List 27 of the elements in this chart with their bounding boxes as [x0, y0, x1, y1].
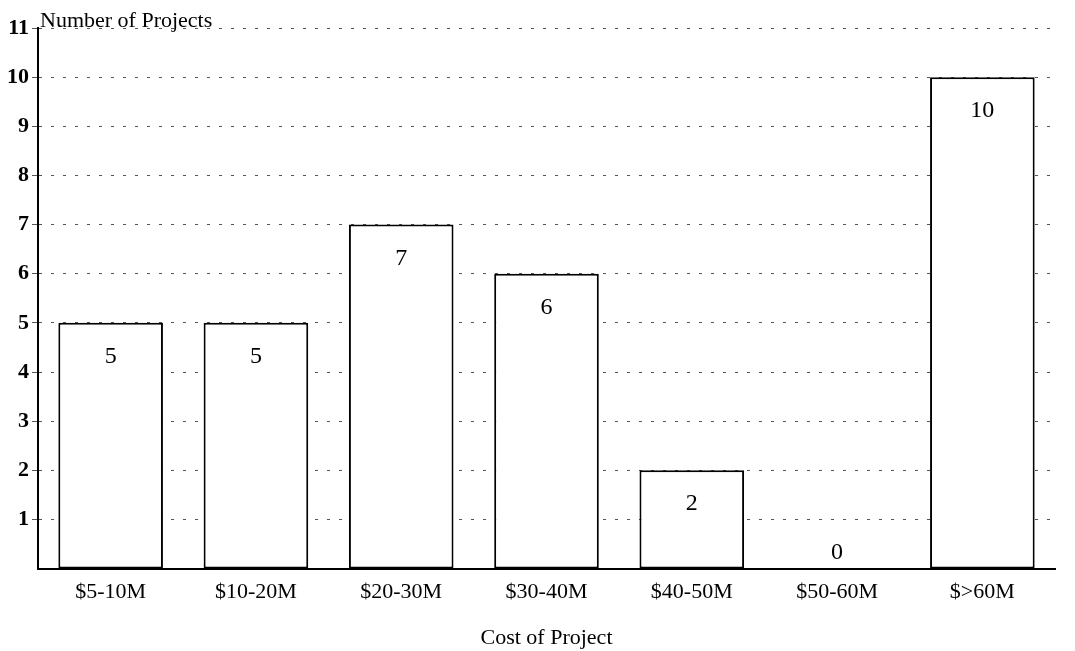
data-label: 7	[395, 243, 408, 270]
y-tick-label: 1	[18, 505, 29, 531]
y-tick-label: 8	[18, 161, 29, 187]
y-tick-label: 9	[18, 111, 29, 137]
data-label: 2	[685, 489, 698, 516]
y-tick-label: 11	[8, 13, 29, 39]
y-tick-label: 6	[18, 259, 29, 285]
data-label: 10	[970, 96, 995, 123]
y-tick-label: 7	[18, 210, 29, 236]
y-tick-label: 4	[18, 357, 29, 383]
y-axis-title: Number of Projects	[40, 6, 213, 32]
y-tick-label: 3	[18, 406, 29, 432]
y-tick-label: 5	[18, 308, 29, 334]
x-tick-label: $20-30M	[360, 577, 443, 603]
y-tick-label: 10	[7, 62, 29, 88]
x-tick-label: $50-60M	[796, 577, 879, 603]
data-label: 5	[104, 341, 117, 368]
y-tick-label: 2	[18, 456, 29, 481]
data-label: 0	[831, 537, 844, 564]
x-tick-label: $10-20M	[214, 577, 297, 603]
x-tick-label: $30-40M	[505, 577, 588, 603]
x-axis-title: Cost of Project	[480, 623, 613, 649]
data-label: 6	[540, 292, 553, 319]
data-label: 5	[249, 341, 262, 368]
x-tick-label: $>60M	[949, 577, 1015, 603]
x-tick-label: $5-10M	[75, 577, 147, 603]
x-tick-label: $40-50M	[650, 577, 733, 603]
